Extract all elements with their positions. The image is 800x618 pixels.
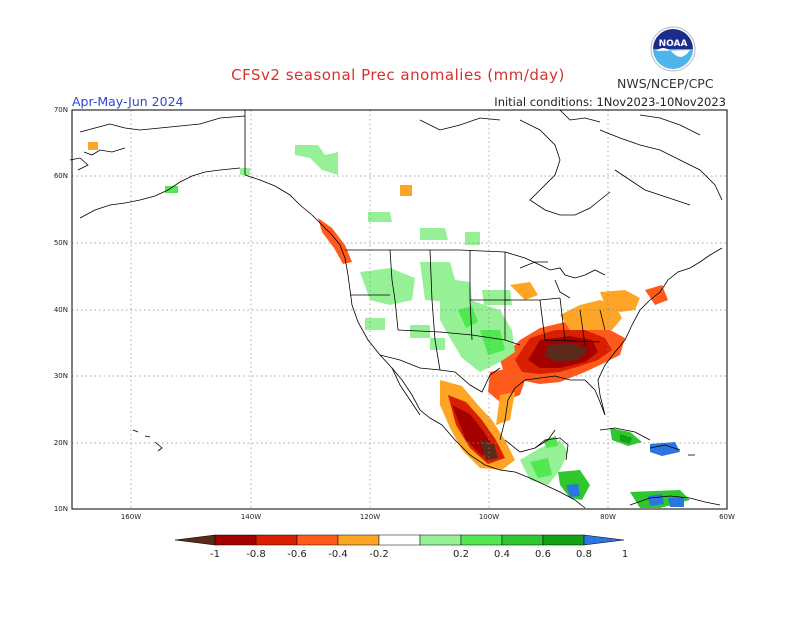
lat-label: 40N: [54, 306, 68, 314]
logo-text: NOAA: [659, 39, 688, 49]
lat-label: 60N: [54, 172, 68, 180]
map-title: CFSv2 seasonal Prec anomalies (mm/day): [231, 66, 565, 84]
colorbar-label: -1: [210, 549, 220, 560]
lon-label: 140W: [241, 513, 261, 521]
colorbar: -1 -0.8 -0.6 -0.4 -0.2 0.2 0.4 0.6 0.8 1: [174, 534, 628, 560]
coastlines: [69, 109, 723, 509]
lat-label: 10N: [54, 505, 68, 513]
noaa-logo: NOAA: [650, 26, 696, 72]
colorbar-arrow-right: [583, 534, 625, 546]
colorbar-label: -0.8: [246, 549, 266, 560]
colorbar-swatch: [542, 534, 585, 546]
lat-label: 50N: [54, 239, 68, 247]
lon-labels: 160W 140W 120W 100W 80W 60W: [121, 513, 735, 521]
colorbar-arrow-left: [174, 534, 216, 546]
colorbar-swatch: [255, 534, 298, 546]
forecast-period: Apr-May-Jun 2024: [72, 94, 184, 109]
colorbar-swatch: [501, 534, 544, 546]
lat-label: 30N: [54, 372, 68, 380]
colorbar-swatch: [378, 534, 421, 546]
colorbar-label: 0.6: [535, 549, 551, 560]
colorbar-label: 1: [622, 549, 628, 560]
colorbar-label: -0.2: [369, 549, 389, 560]
colorbar-label: -0.6: [287, 549, 307, 560]
lat-label: 70N: [54, 106, 68, 114]
map-frame: [71, 109, 728, 510]
colorbar-swatch: [419, 534, 462, 546]
lat-lon-grid: [72, 110, 727, 509]
anomaly-layer: [88, 142, 690, 508]
lon-label: 160W: [121, 513, 141, 521]
lon-label: 60W: [719, 513, 735, 521]
colorbar-swatch: [337, 534, 380, 546]
lon-label: 120W: [360, 513, 380, 521]
lat-label: 20N: [54, 439, 68, 447]
agency-label: NWS/NCEP/CPC: [617, 76, 714, 91]
initial-conditions: Initial conditions: 1Nov2023-10Nov2023: [494, 95, 726, 109]
lon-label: 100W: [479, 513, 499, 521]
colorbar-swatch: [296, 534, 339, 546]
lon-label: 80W: [600, 513, 616, 521]
colorbar-swatch: [460, 534, 503, 546]
colorbar-label: -0.4: [328, 549, 348, 560]
colorbar-swatch: [214, 534, 257, 546]
colorbar-label: 0.2: [453, 549, 469, 560]
lat-labels: 70N 60N 50N 40N 30N 20N 10N: [54, 106, 68, 513]
colorbar-label: 0.4: [494, 549, 510, 560]
colorbar-label: 0.8: [576, 549, 592, 560]
